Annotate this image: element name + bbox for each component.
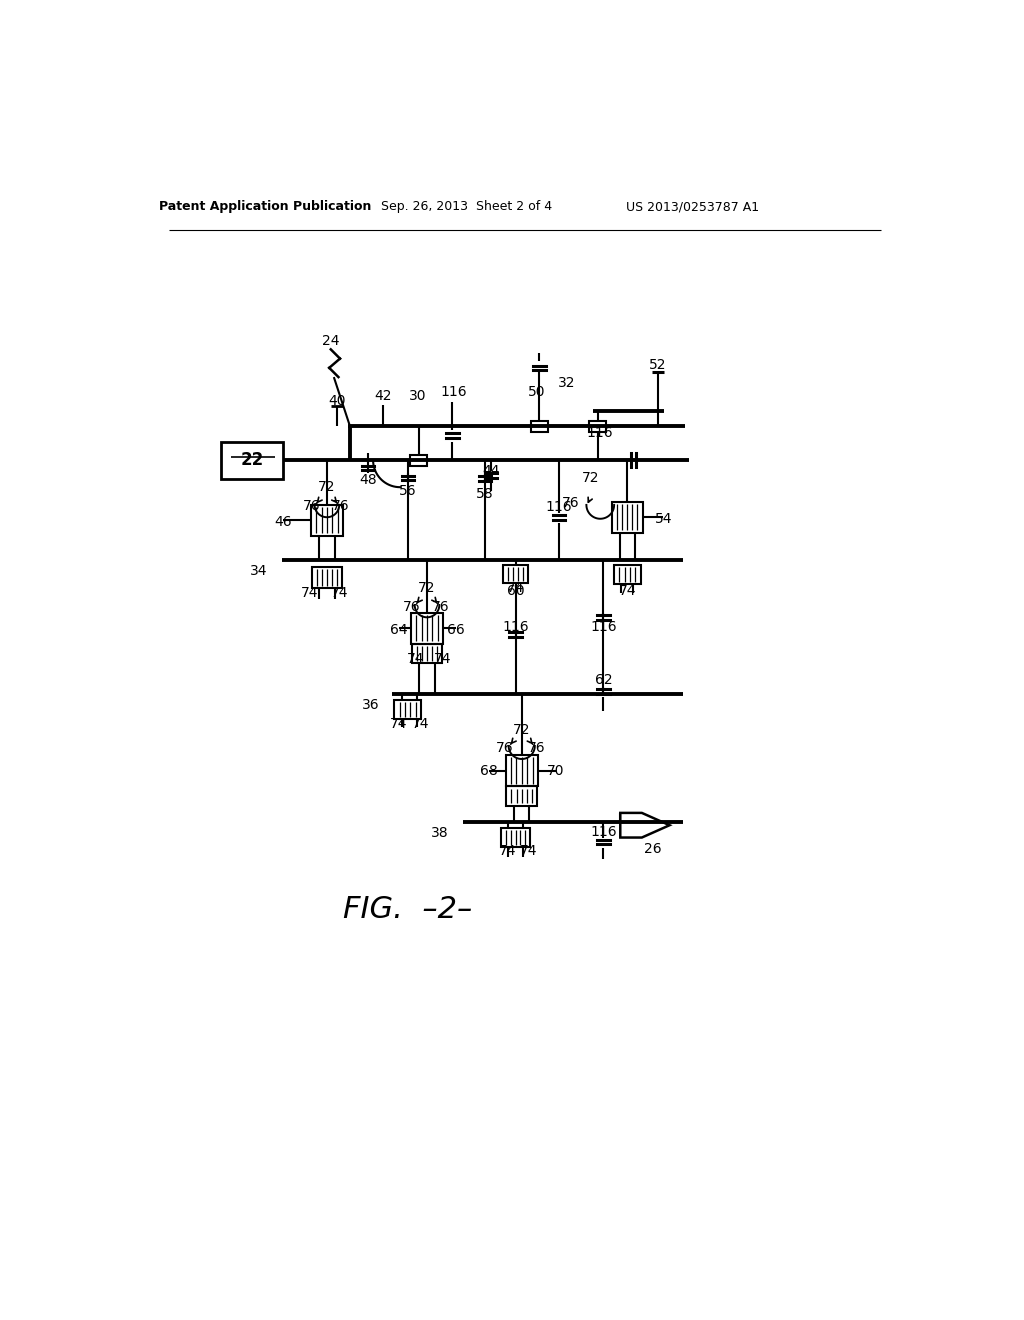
- Text: 116: 116: [586, 426, 612, 441]
- Text: 76: 76: [528, 742, 546, 755]
- Text: 76: 76: [402, 599, 421, 614]
- Bar: [531, 421, 548, 432]
- Text: 50: 50: [527, 384, 545, 399]
- Bar: [411, 612, 443, 644]
- Text: 46: 46: [274, 515, 292, 529]
- Text: 34: 34: [251, 564, 268, 578]
- Text: 74: 74: [412, 717, 430, 731]
- Text: 66: 66: [447, 623, 465, 636]
- Text: 44: 44: [482, 465, 500, 478]
- Text: 26: 26: [644, 842, 662, 857]
- Text: 70: 70: [547, 764, 564, 779]
- Bar: [503, 565, 528, 583]
- Bar: [506, 755, 538, 785]
- Text: 76: 76: [303, 499, 321, 512]
- Text: 74: 74: [407, 652, 424, 665]
- Text: 52: 52: [649, 358, 667, 372]
- Bar: [310, 506, 343, 536]
- Text: 74: 74: [390, 717, 408, 731]
- Text: 42: 42: [375, 388, 392, 403]
- Text: 32: 32: [558, 376, 575, 391]
- Text: 76: 76: [562, 496, 580, 511]
- Text: 116: 116: [590, 825, 616, 840]
- Bar: [410, 455, 427, 466]
- Text: Patent Application Publication: Patent Application Publication: [159, 201, 372, 214]
- Bar: [611, 502, 643, 532]
- Text: 116: 116: [546, 500, 572, 515]
- Bar: [501, 828, 530, 847]
- Text: 74: 74: [507, 581, 524, 595]
- Text: 116: 116: [440, 385, 467, 400]
- Text: 22: 22: [241, 451, 264, 469]
- Text: 58: 58: [476, 487, 494, 502]
- Text: FIG.  –2–: FIG. –2–: [343, 895, 472, 924]
- Text: 30: 30: [409, 388, 427, 403]
- Text: 24: 24: [322, 334, 339, 348]
- Text: 60: 60: [507, 585, 524, 598]
- Text: 76: 76: [332, 499, 349, 512]
- Bar: [412, 644, 442, 663]
- Text: 54: 54: [654, 512, 672, 525]
- Text: 74: 74: [300, 586, 317, 599]
- Text: 62: 62: [595, 673, 612, 688]
- Text: 74: 74: [499, 845, 517, 858]
- Text: 74: 74: [331, 586, 349, 599]
- Bar: [506, 787, 538, 805]
- Text: 116: 116: [502, 619, 528, 634]
- Bar: [221, 442, 283, 479]
- Bar: [590, 421, 606, 432]
- Text: Sep. 26, 2013  Sheet 2 of 4: Sep. 26, 2013 Sheet 2 of 4: [382, 201, 553, 214]
- Text: 72: 72: [582, 471, 599, 484]
- Bar: [311, 566, 342, 589]
- Text: US 2013/0253787 A1: US 2013/0253787 A1: [626, 201, 759, 214]
- Text: 72: 72: [318, 480, 336, 494]
- Text: 74: 74: [520, 845, 538, 858]
- Text: 36: 36: [362, 698, 380, 711]
- Bar: [613, 565, 641, 583]
- Text: 116: 116: [590, 619, 616, 634]
- Text: 72: 72: [418, 581, 436, 595]
- Text: 76: 76: [432, 599, 450, 614]
- Text: 76: 76: [496, 742, 514, 755]
- Text: 40: 40: [328, 393, 346, 408]
- Text: 48: 48: [358, 474, 377, 487]
- Text: 72: 72: [513, 723, 530, 737]
- Text: 74: 74: [433, 652, 452, 665]
- Text: 74: 74: [618, 585, 636, 598]
- Text: 56: 56: [399, 484, 417, 498]
- Text: 68: 68: [479, 764, 498, 779]
- Text: 64: 64: [390, 623, 408, 636]
- Text: 38: 38: [431, 826, 449, 840]
- Bar: [394, 700, 421, 719]
